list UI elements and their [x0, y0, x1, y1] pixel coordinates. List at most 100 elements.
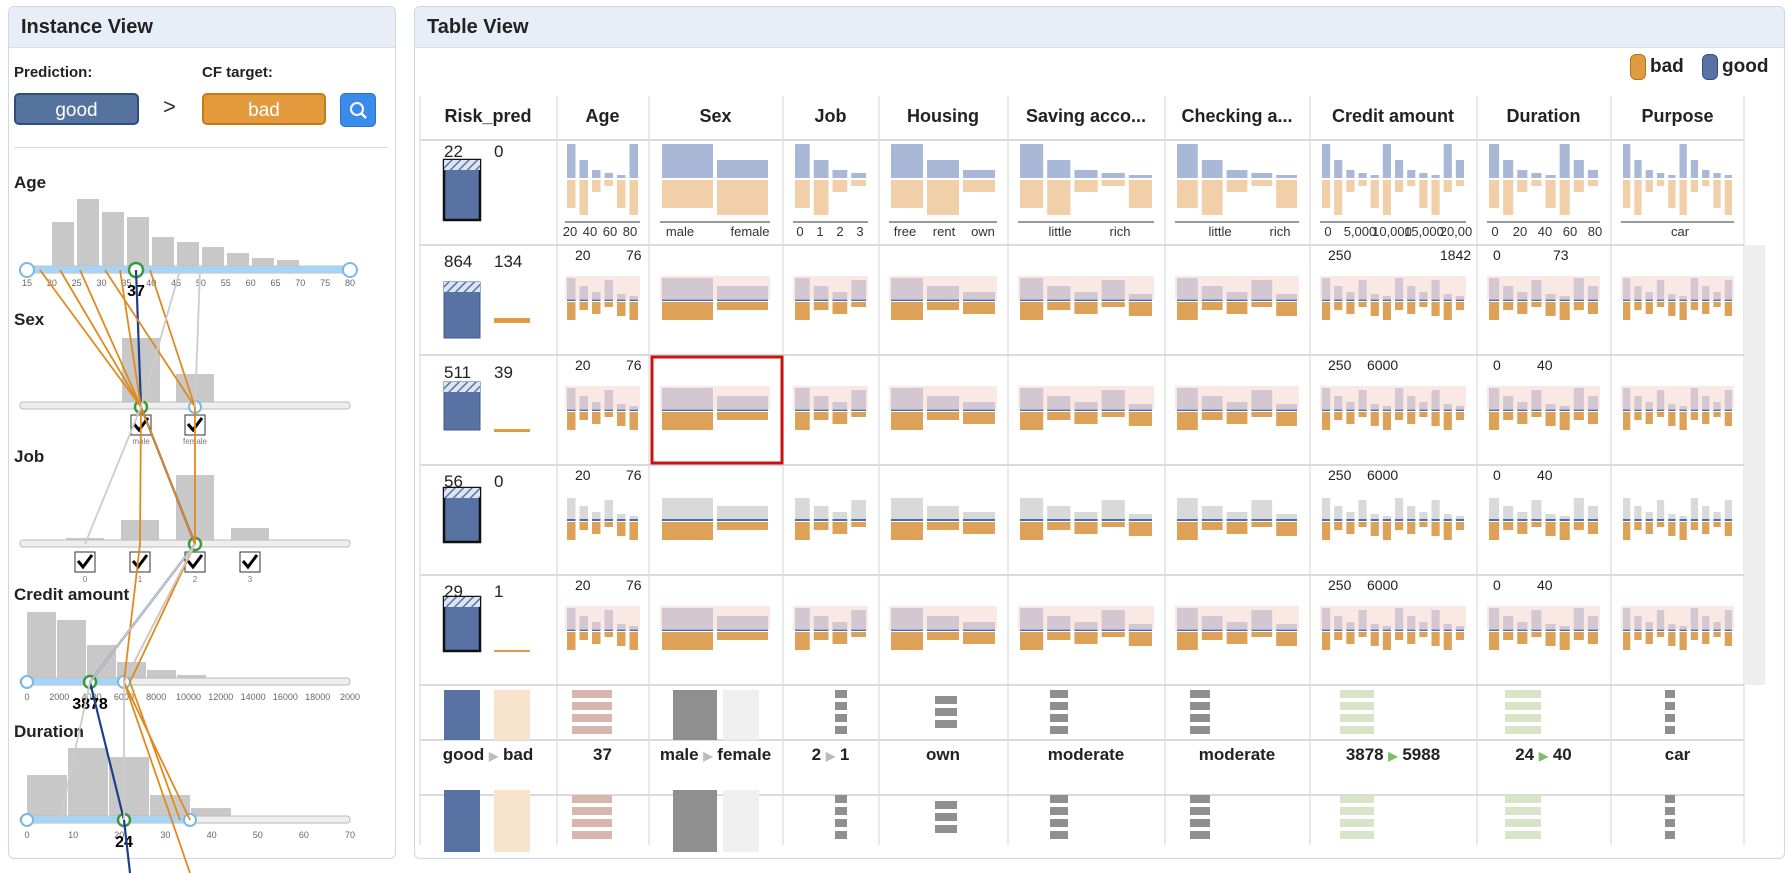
job-checkboxes[interactable]	[74, 551, 261, 573]
age-tick-label: 50	[196, 278, 206, 288]
column-header-age[interactable]: Age	[585, 106, 620, 126]
summary-housing: own	[926, 745, 960, 764]
prediction-value-button[interactable]: good	[14, 93, 139, 125]
arrow-icon: >	[163, 94, 176, 119]
column-header-purpose[interactable]: Purpose	[1641, 106, 1714, 126]
row2-good-count: 511	[444, 363, 472, 382]
summary-credit: 3878 ▶ 5988	[1345, 745, 1441, 764]
age-tick-label: 80	[345, 278, 355, 288]
age-tick-label: 40	[146, 278, 156, 288]
counterfactual-lines	[39, 269, 201, 873]
age-slider[interactable]	[19, 261, 358, 279]
age-tick-label: 75	[320, 278, 330, 288]
summary-saving: moderate	[1047, 745, 1125, 764]
cf-target-button[interactable]: bad	[202, 93, 326, 125]
age-tick-label: 55	[221, 278, 231, 288]
age-min-handle[interactable]	[19, 262, 35, 278]
credit-value-label: 3878	[72, 696, 108, 713]
feature-label-duration: Duration	[14, 722, 84, 741]
table-view-panel: Table View	[414, 6, 1785, 859]
check-icon	[132, 417, 150, 433]
duration-tick-label: 0	[24, 830, 29, 840]
age-tick-label: 30	[97, 278, 107, 288]
row0-good-count: 22	[444, 142, 463, 161]
expand-row1-chevron-icon[interactable]: ⌄	[1752, 296, 1766, 313]
check-icon	[186, 554, 204, 570]
duration-tick-label: 70	[345, 830, 355, 840]
summary-age: 37	[593, 745, 612, 764]
summary-checking: moderate	[1198, 745, 1276, 764]
duration-min-handle[interactable]	[20, 813, 34, 827]
age-tick-labels: 15 20 25 30 35 40 45 50 55 60 65 70 75 80	[22, 278, 355, 288]
duration-tick-label: 50	[253, 830, 263, 840]
divider	[14, 147, 389, 148]
duration-tick-label: 20	[114, 830, 124, 840]
credit-tick-label: 12000	[208, 692, 233, 702]
row3-good-count: 56	[444, 472, 463, 491]
job-option-1: 1	[138, 575, 143, 584]
search-icon	[350, 102, 367, 119]
expand-row2-chevron-icon[interactable]: ⌄	[1752, 406, 1766, 423]
age-tick-label: 35	[121, 278, 131, 288]
job-option-2: 2	[193, 575, 198, 584]
duration-tick-label: 40	[207, 830, 217, 840]
expand-row3-chevron-icon[interactable]: ⌄	[1752, 516, 1766, 533]
row3-bad-count: 0	[494, 472, 504, 491]
sex-checkboxes[interactable]	[130, 414, 206, 436]
column-header-housing[interactable]: Housing	[907, 106, 979, 126]
row4-good-count: 29	[444, 582, 463, 601]
row2-bad-count: 39	[494, 363, 513, 382]
column-header-sex[interactable]: Sex	[699, 106, 732, 126]
duration-value-label: 24	[115, 834, 133, 851]
job-slider[interactable]	[19, 539, 351, 548]
check-icon	[241, 554, 259, 570]
row0-bad-count: 0	[494, 142, 504, 161]
legend-bad-label: bad	[1650, 56, 1684, 77]
credit-min-handle[interactable]	[20, 675, 34, 689]
credit-tick-label: 10000	[176, 692, 201, 702]
credit-histogram	[27, 612, 206, 680]
credit-tick-label: 16000	[273, 692, 298, 702]
column-header-job[interactable]: Job	[814, 106, 847, 126]
row4-bad-count: 1	[494, 582, 504, 601]
job-option-0: 0	[83, 575, 88, 584]
column-header-checking[interactable]: Checking a...	[1181, 106, 1293, 126]
duration-tick-label: 30	[160, 830, 170, 840]
age-max-handle[interactable]	[342, 262, 358, 278]
column-header-saving[interactable]: Saving acco...	[1025, 106, 1147, 126]
duration-tick-label: 60	[299, 830, 309, 840]
feature-label-job: Job	[14, 447, 45, 466]
summary-risk: good ▶ bad	[442, 745, 534, 764]
age-tick-label: 60	[246, 278, 256, 288]
search-button[interactable]	[340, 93, 376, 127]
column-header-credit-amount[interactable]: Credit amount	[1331, 106, 1454, 126]
legend-good-swatch	[1702, 54, 1718, 80]
age-tick-label: 65	[270, 278, 280, 288]
instance-plots[interactable]: 15 20 25 30 35 40 45 50 55 60 65 70 75 80 37 male fem…	[0, 0, 400, 873]
duration-tick-labels: 0 10 20 30 40 50 60 70	[24, 830, 355, 840]
column-header-duration[interactable]: Duration	[1506, 106, 1581, 126]
credit-tick-label: 4000	[82, 692, 102, 702]
row1-bad-count: 134	[494, 252, 523, 271]
prediction-label: Prediction:	[14, 64, 93, 81]
age-histogram	[52, 199, 299, 267]
age-tick-label: 70	[295, 278, 305, 288]
row1-good-count: 864	[444, 252, 473, 271]
column-header-risk-pred[interactable]: Risk_pred	[444, 106, 532, 126]
duration-histogram	[27, 748, 231, 817]
summary-duration: 24 ▶ 40	[1515, 745, 1572, 764]
sex-slider[interactable]	[19, 401, 351, 410]
credit-tick-label: 2000	[49, 692, 69, 702]
legend-good-label: good	[1722, 56, 1769, 77]
age-tick-label: 25	[72, 278, 82, 288]
credit-tick-label: 2000	[340, 692, 360, 702]
feature-label-credit-amount: Credit amount	[14, 585, 130, 604]
cf-target-label: CF target:	[202, 64, 273, 81]
instance-view-title: Instance View	[9, 7, 395, 48]
expand-row4-chevron-icon[interactable]: ⌄	[1752, 626, 1766, 643]
check-icon	[76, 554, 94, 570]
check-icon	[186, 417, 204, 433]
duration-tick-label: 10	[68, 830, 78, 840]
age-tick-label: 15	[22, 278, 32, 288]
feature-label-age: Age	[14, 173, 47, 192]
